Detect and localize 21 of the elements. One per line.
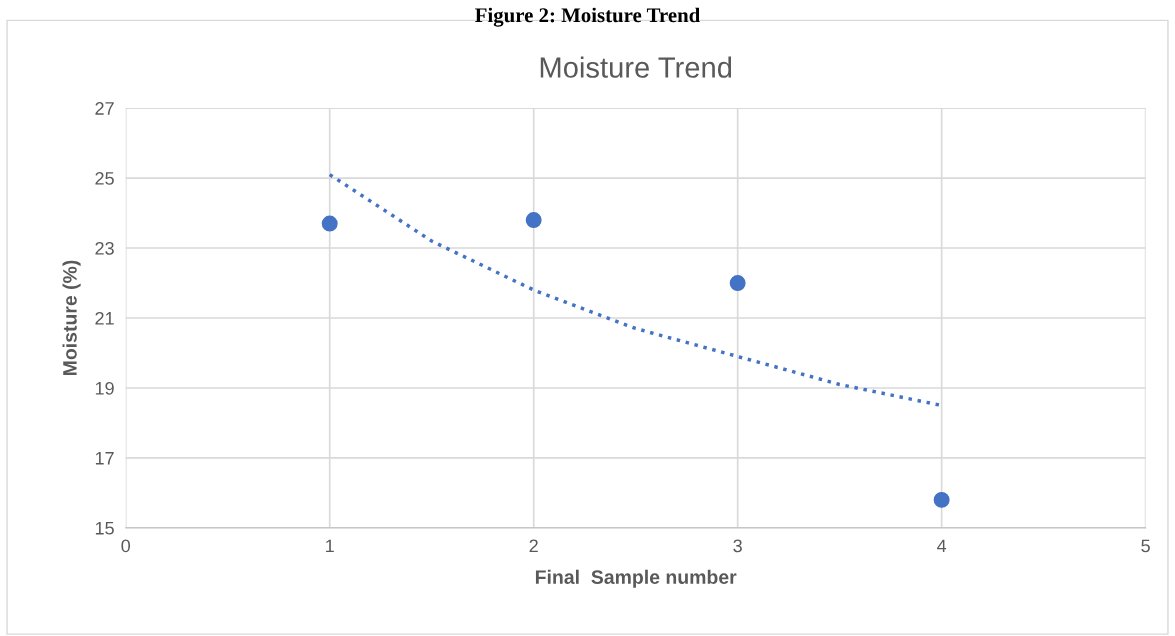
y-tick-label: 19	[95, 381, 114, 395]
x-tick-label: 2	[529, 539, 538, 553]
x-axis-title: Final Sample number	[535, 569, 737, 588]
x-tick-label: 5	[1141, 539, 1150, 553]
point	[321, 215, 338, 232]
y-tick-label: 23	[95, 241, 114, 255]
x-tick-label: 3	[733, 539, 742, 553]
x-tick-label: 4	[937, 539, 947, 553]
chart-title: Moisture Trend	[540, 56, 732, 78]
x-tick-label: 0	[121, 539, 131, 553]
point	[933, 491, 950, 508]
y-tick-label: 25	[95, 172, 114, 185]
y-tick-label: 17	[95, 452, 114, 465]
y-tick-label: 27	[95, 102, 114, 115]
y-tick-label: 15	[95, 522, 114, 535]
x-tick-label: 1	[326, 539, 334, 553]
caption: Figure 2: Moisture Trend	[475, 7, 701, 27]
point	[525, 212, 542, 229]
point	[729, 275, 746, 291]
y-axis-title: Moisture (%)	[62, 260, 81, 376]
y-tick-label: 21	[95, 311, 114, 325]
